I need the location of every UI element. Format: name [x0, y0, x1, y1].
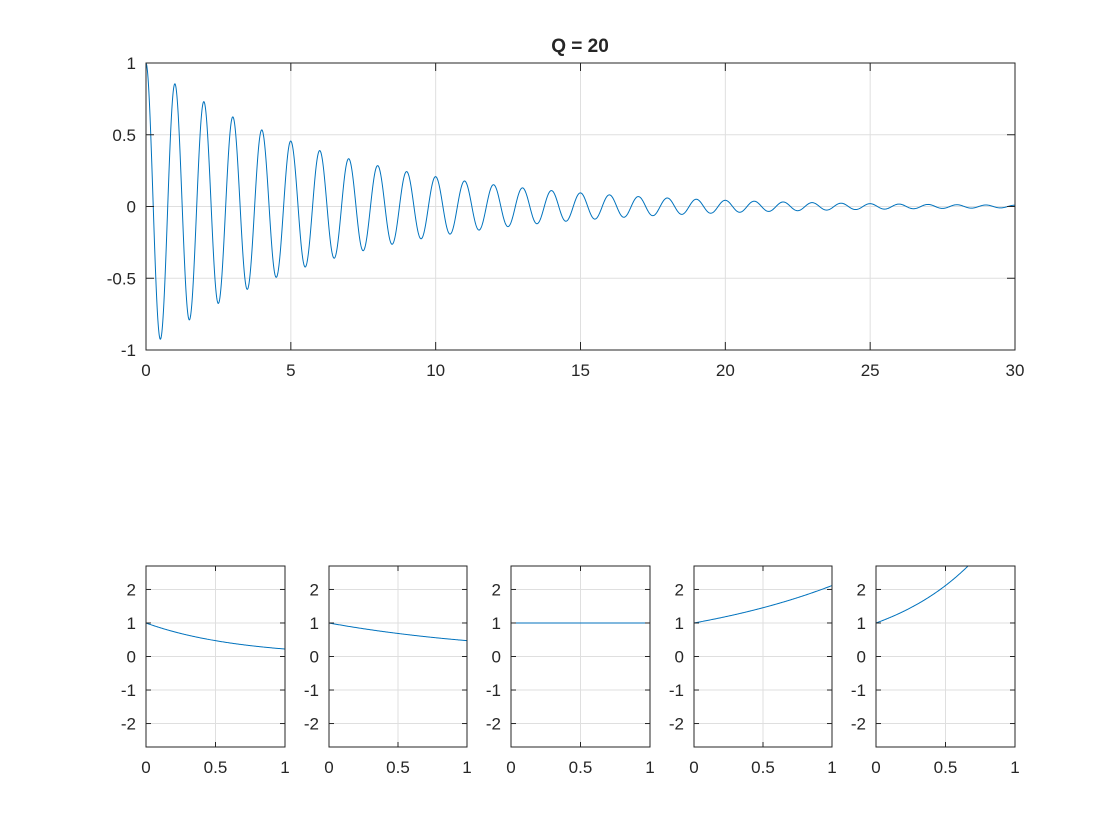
small-axes-3: 0 0.5 1 -2 -1 0 1 2: [486, 565, 655, 777]
small-axes-5: 0 0.5 1 -2 -1 0 1 2: [851, 565, 1020, 777]
y-tick-label: 1: [127, 614, 136, 633]
y-tick-label: -2: [121, 715, 136, 734]
y-tick-label: -1: [121, 681, 136, 700]
y-tick-label: -2: [669, 715, 684, 734]
x-tick-label: 1: [280, 758, 289, 777]
series-line: [329, 622, 467, 642]
x-tick-label: 0: [689, 758, 698, 777]
y-tick-label: 0: [310, 648, 319, 667]
y-tick-label: -1: [669, 681, 684, 700]
x-tick-label: 5: [286, 361, 295, 380]
y-tick-label: 0.5: [112, 126, 136, 145]
x-tick-label: 0.5: [569, 758, 593, 777]
y-tick-label: 2: [492, 580, 501, 599]
small-axes-2: 0 0.5 1 -2 -1 0 1 2: [304, 565, 472, 777]
series-line: [876, 566, 969, 624]
x-tick-label: 1: [645, 758, 654, 777]
y-tick-label: 1: [857, 614, 866, 633]
x-tick-label: 10: [426, 361, 445, 380]
x-tick-label: 0.5: [934, 758, 958, 777]
x-tick-label: 30: [1006, 361, 1025, 380]
x-tick-label: 0.5: [386, 758, 410, 777]
y-tick-label: 0: [127, 648, 136, 667]
y-tick-label: 1: [127, 54, 136, 73]
y-tick-label: 2: [675, 580, 684, 599]
x-tick-label: 0: [141, 361, 150, 380]
y-tick-label: -2: [486, 715, 501, 734]
y-tick-label: 1: [310, 614, 319, 633]
x-tick-label: 0: [324, 758, 333, 777]
y-tick-label: 2: [127, 580, 136, 599]
y-tick-label: 0: [127, 198, 136, 217]
y-tick-label: -1: [304, 681, 319, 700]
top-axes: 0 5 10 15 20 25 30 -1 -0.5 0 0.5 1: [107, 54, 1025, 380]
small-axes-4: 0 0.5 1 -2 -1 0 1 2: [669, 565, 837, 777]
x-tick-label: 15: [571, 361, 590, 380]
y-tick-label: 0: [857, 648, 866, 667]
x-tick-label: 0.5: [204, 758, 228, 777]
x-tick-label: 1: [462, 758, 471, 777]
y-tick-label: 2: [857, 580, 866, 599]
y-tick-label: -2: [304, 715, 319, 734]
x-tick-label: 25: [861, 361, 880, 380]
x-tick-label: 0.5: [751, 758, 775, 777]
y-tick-label: 1: [675, 614, 684, 633]
series-line: [146, 63, 1015, 340]
x-tick-label: 0: [871, 758, 880, 777]
series-line: [694, 585, 832, 624]
y-tick-label: 2: [310, 580, 319, 599]
series-line: [146, 622, 285, 650]
y-tick-label: 0: [675, 648, 684, 667]
x-tick-label: 0: [141, 758, 150, 777]
y-tick-label: -1: [851, 681, 866, 700]
chart-title: Q = 20: [551, 36, 609, 57]
x-tick-label: 1: [1010, 758, 1019, 777]
y-tick-label: -0.5: [107, 269, 136, 288]
y-tick-label: -1: [486, 681, 501, 700]
y-tick-label: 0: [492, 648, 501, 667]
x-tick-label: 1: [827, 758, 836, 777]
y-tick-label: 1: [492, 614, 501, 633]
x-tick-label: 0: [506, 758, 515, 777]
small-axes-1: 0 0.5 1 -2 -1 0 1 2: [121, 565, 290, 777]
y-tick-label: -1: [121, 341, 136, 360]
y-tick-label: -2: [851, 715, 866, 734]
x-tick-label: 20: [716, 361, 735, 380]
